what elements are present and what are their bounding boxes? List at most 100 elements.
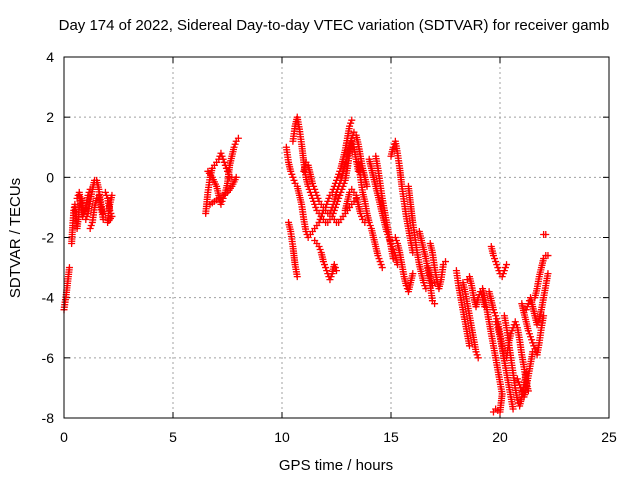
data-point xyxy=(493,261,501,269)
data-point xyxy=(534,318,542,326)
y-tick-label: -6 xyxy=(42,350,55,366)
data-point xyxy=(542,230,550,238)
data-point xyxy=(524,300,532,308)
data-point xyxy=(511,318,519,326)
data-point xyxy=(341,158,349,166)
data-point xyxy=(472,348,480,356)
data-point xyxy=(527,333,535,341)
data-point xyxy=(314,194,322,202)
data-point xyxy=(342,155,350,163)
x-axis-label: GPS time / hours xyxy=(279,457,393,474)
x-tick-label: 0 xyxy=(60,429,68,445)
data-point xyxy=(529,339,537,347)
data-point xyxy=(347,119,355,127)
x-tick-label: 5 xyxy=(169,429,177,445)
data-point xyxy=(326,209,334,217)
data-point xyxy=(230,143,238,151)
plot-frame xyxy=(63,56,610,419)
data-point xyxy=(363,182,371,190)
data-point xyxy=(82,215,90,223)
data-point xyxy=(289,173,297,181)
data-point xyxy=(489,252,497,260)
data-point xyxy=(512,321,520,329)
data-point xyxy=(315,218,323,226)
data-point xyxy=(491,255,499,263)
data-point xyxy=(315,243,323,251)
data-point xyxy=(509,405,517,413)
data-point xyxy=(309,179,317,187)
data-point xyxy=(409,270,417,278)
data-point xyxy=(328,203,336,211)
data-point xyxy=(311,200,319,208)
data-point xyxy=(310,182,318,190)
data-point xyxy=(335,194,343,202)
data-point xyxy=(491,309,499,317)
data-point xyxy=(431,300,439,308)
data-point xyxy=(348,116,356,124)
data-point xyxy=(218,197,226,205)
data-point xyxy=(544,252,552,260)
y-tick-label: -2 xyxy=(42,230,55,246)
data-point xyxy=(333,267,340,275)
data-points xyxy=(60,113,552,416)
data-point xyxy=(231,140,239,148)
data-point xyxy=(375,255,383,263)
data-point xyxy=(234,134,242,142)
data-point xyxy=(465,342,473,350)
data-point xyxy=(322,264,330,272)
data-point xyxy=(365,218,373,226)
data-point xyxy=(330,261,338,269)
data-point xyxy=(431,279,439,287)
data-point xyxy=(389,255,397,263)
data-point xyxy=(326,276,334,284)
data-point xyxy=(489,408,497,416)
data-point xyxy=(473,351,481,359)
data-point xyxy=(507,330,515,338)
data-point xyxy=(492,318,500,326)
data-point xyxy=(501,264,509,272)
data-point xyxy=(336,179,344,187)
data-point xyxy=(522,306,530,314)
data-point xyxy=(348,134,356,142)
data-point xyxy=(293,273,301,281)
data-point xyxy=(420,279,428,287)
x-tick-label: 10 xyxy=(274,429,290,445)
data-point xyxy=(312,203,320,211)
data-point xyxy=(544,270,552,278)
data-point xyxy=(219,155,227,163)
data-point xyxy=(312,188,320,196)
data-point xyxy=(513,375,521,383)
x-tick-label: 15 xyxy=(383,429,399,445)
data-point xyxy=(316,246,324,254)
data-point xyxy=(99,215,107,223)
data-point xyxy=(217,200,225,208)
y-tick-label: 0 xyxy=(46,169,54,185)
data-point xyxy=(331,264,339,272)
data-point xyxy=(220,158,228,166)
data-point xyxy=(311,185,319,193)
data-point xyxy=(356,209,364,217)
data-point xyxy=(499,270,507,278)
data-point xyxy=(327,206,335,214)
chart-title: Day 174 of 2022, Sidereal Day-to-day VTE… xyxy=(59,17,610,34)
data-point xyxy=(494,264,502,272)
y-tick-label: 2 xyxy=(46,109,54,125)
data-point xyxy=(524,327,532,335)
data-point xyxy=(87,221,95,229)
data-point xyxy=(378,264,386,272)
data-point xyxy=(324,197,332,205)
data-point xyxy=(108,191,116,199)
x-tick-label: 25 xyxy=(601,429,617,445)
data-point xyxy=(288,170,296,178)
data-point xyxy=(500,267,508,275)
data-point xyxy=(83,212,91,220)
data-point xyxy=(321,261,329,269)
data-point xyxy=(84,191,92,199)
data-point xyxy=(287,167,295,175)
data-point xyxy=(503,261,511,269)
y-tick-label: -8 xyxy=(42,410,55,426)
data-point xyxy=(518,387,526,395)
data-point xyxy=(528,336,536,344)
data-point xyxy=(327,273,335,281)
